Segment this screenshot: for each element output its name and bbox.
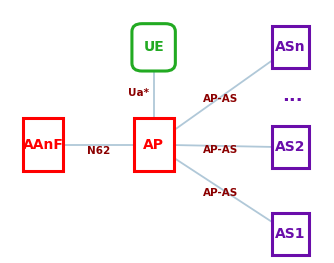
Text: AP: AP (143, 138, 164, 152)
Bar (272, 26, 309, 68)
Text: N62: N62 (87, 146, 110, 156)
Bar (272, 126, 309, 168)
Text: AS2: AS2 (275, 140, 306, 154)
Text: AP-AS: AP-AS (203, 145, 238, 155)
Bar (23, 118, 63, 171)
Bar (272, 213, 309, 255)
Text: AP-AS: AP-AS (203, 188, 238, 198)
Text: UE: UE (143, 40, 164, 54)
Text: AAnF: AAnF (23, 138, 64, 152)
Text: AS1: AS1 (275, 227, 306, 241)
FancyBboxPatch shape (132, 24, 175, 71)
Text: Ua*: Ua* (128, 88, 149, 98)
Bar (134, 118, 174, 171)
Text: ...: ... (282, 87, 303, 105)
Text: ASn: ASn (275, 40, 306, 54)
Text: AP-AS: AP-AS (203, 94, 238, 104)
